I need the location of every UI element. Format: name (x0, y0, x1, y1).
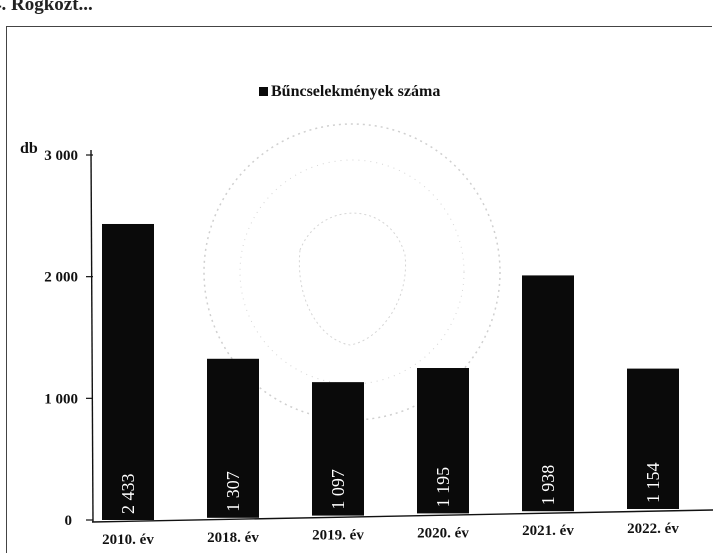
chart-legend: Bűncselekmények száma (259, 83, 440, 100)
y-tick-label: 3 000 (44, 148, 78, 164)
y-axis-ticks: 0 1 000 2 000 3 000 (44, 148, 93, 529)
x-axis-labels: 2010. év 2018. év 2019. év 2020. év 2021. év… (102, 521, 679, 548)
bar (312, 382, 364, 516)
bar (102, 223, 154, 521)
legend-swatch (259, 87, 268, 96)
chart-frame (6, 26, 712, 553)
y-tick-label: 1 000 (44, 391, 78, 407)
y-tick-label: 2 000 (44, 270, 78, 286)
bar-value-label: 1 195 (433, 467, 453, 508)
bar-value-label: 2 433 (118, 474, 138, 515)
bar-value-label: 1 154 (643, 463, 663, 504)
bars: 2 433 1 307 1 097 1 195 1 938 1 154 (102, 223, 679, 521)
bar (522, 275, 574, 512)
x-tick-label: 2020. év (417, 525, 469, 541)
x-axis-line (91, 509, 713, 523)
document-heading: 4. Rögközt... (0, 0, 93, 15)
bar-value-label: 1 307 (223, 471, 243, 512)
watermark-stamp (203, 123, 501, 421)
bar-value-label: 1 938 (538, 465, 558, 506)
bar-value-label: 1 097 (328, 469, 348, 510)
x-tick-label: 2022. év (627, 521, 679, 537)
bar (207, 358, 259, 518)
bar (627, 368, 679, 509)
x-tick-label: 2019. év (312, 528, 364, 544)
y-axis-label: db (20, 140, 38, 157)
legend-label: Bűncselekmények száma (271, 83, 440, 100)
x-tick-label: 2010. év (102, 532, 154, 548)
y-axis-line (90, 149, 94, 523)
x-tick-label: 2018. év (207, 530, 259, 546)
y-tick-label: 0 (65, 513, 73, 529)
x-tick-label: 2021. év (522, 523, 574, 539)
bar (417, 368, 469, 514)
